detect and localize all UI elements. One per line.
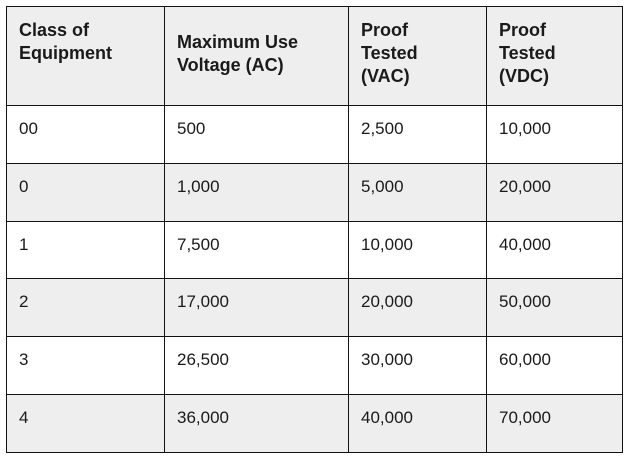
header-line: Tested: [499, 42, 556, 63]
header-line: Maximum Use: [177, 32, 299, 52]
table-header: Class of Equipment Maximum Use Voltage (…: [6, 6, 623, 106]
column-header-proof-tested-vac: Proof Tested (VAC): [348, 6, 487, 106]
cell-max-use-voltage-ac: 7,500: [164, 220, 349, 280]
cell-proof-tested-vac: 20,000: [348, 278, 487, 338]
cell-max-use-voltage-ac: 36,000: [164, 393, 349, 453]
cell-proof-tested-vdc: 60,000: [486, 336, 623, 395]
table-row: 2 17,000 20,000 50,000: [6, 278, 623, 338]
table-header-row: Class of Equipment Maximum Use Voltage (…: [6, 6, 623, 106]
header-line: (VAC): [361, 65, 410, 86]
cell-proof-tested-vdc: 10,000: [486, 105, 623, 164]
cell-proof-tested-vdc: 40,000: [486, 220, 623, 280]
cell-proof-tested-vdc: 20,000: [486, 162, 623, 222]
cell-class: 2: [6, 278, 165, 338]
cell-max-use-voltage-ac: 26,500: [164, 336, 349, 395]
table-row: 1 7,500 10,000 40,000: [6, 220, 623, 280]
table-body: 00 500 2,500 10,000 0 1,000 5,000 20,000…: [6, 105, 623, 453]
cell-proof-tested-vac: 5,000: [348, 162, 487, 222]
cell-proof-tested-vdc: 70,000: [486, 393, 623, 453]
header-line: Proof: [499, 20, 546, 40]
cell-max-use-voltage-ac: 17,000: [164, 278, 349, 338]
column-header-class-of-equipment: Class of Equipment: [6, 6, 165, 106]
cell-proof-tested-vac: 2,500: [348, 105, 487, 164]
cell-class: 4: [6, 393, 165, 453]
cell-class: 0: [6, 162, 165, 222]
table-row: 00 500 2,500 10,000: [6, 105, 623, 164]
cell-max-use-voltage-ac: 1,000: [164, 162, 349, 222]
cell-proof-tested-vac: 10,000: [348, 220, 487, 280]
cell-class: 00: [6, 105, 165, 164]
column-header-maximum-use-voltage-ac: Maximum Use Voltage (AC): [164, 6, 349, 106]
header-line: Voltage (AC): [177, 54, 284, 75]
table-row: 3 26,500 30,000 60,000: [6, 336, 623, 395]
column-header-proof-tested-vdc: Proof Tested (VDC): [486, 6, 623, 106]
cell-proof-tested-vac: 30,000: [348, 336, 487, 395]
cell-class: 1: [6, 220, 165, 280]
cell-max-use-voltage-ac: 500: [164, 105, 349, 164]
cell-class: 3: [6, 336, 165, 395]
table-row: 4 36,000 40,000 70,000: [6, 393, 623, 453]
table-row: 0 1,000 5,000 20,000: [6, 162, 623, 222]
header-line: Equipment: [19, 42, 112, 63]
equipment-class-voltage-table: Class of Equipment Maximum Use Voltage (…: [6, 6, 623, 453]
cell-proof-tested-vdc: 50,000: [486, 278, 623, 338]
cell-proof-tested-vac: 40,000: [348, 393, 487, 453]
equipment-class-voltage-table-container: Class of Equipment Maximum Use Voltage (…: [6, 6, 623, 453]
header-line: Tested: [361, 42, 418, 63]
header-line: Class of: [19, 20, 90, 40]
header-line: (VDC): [499, 65, 549, 86]
header-line: Proof: [361, 20, 408, 40]
